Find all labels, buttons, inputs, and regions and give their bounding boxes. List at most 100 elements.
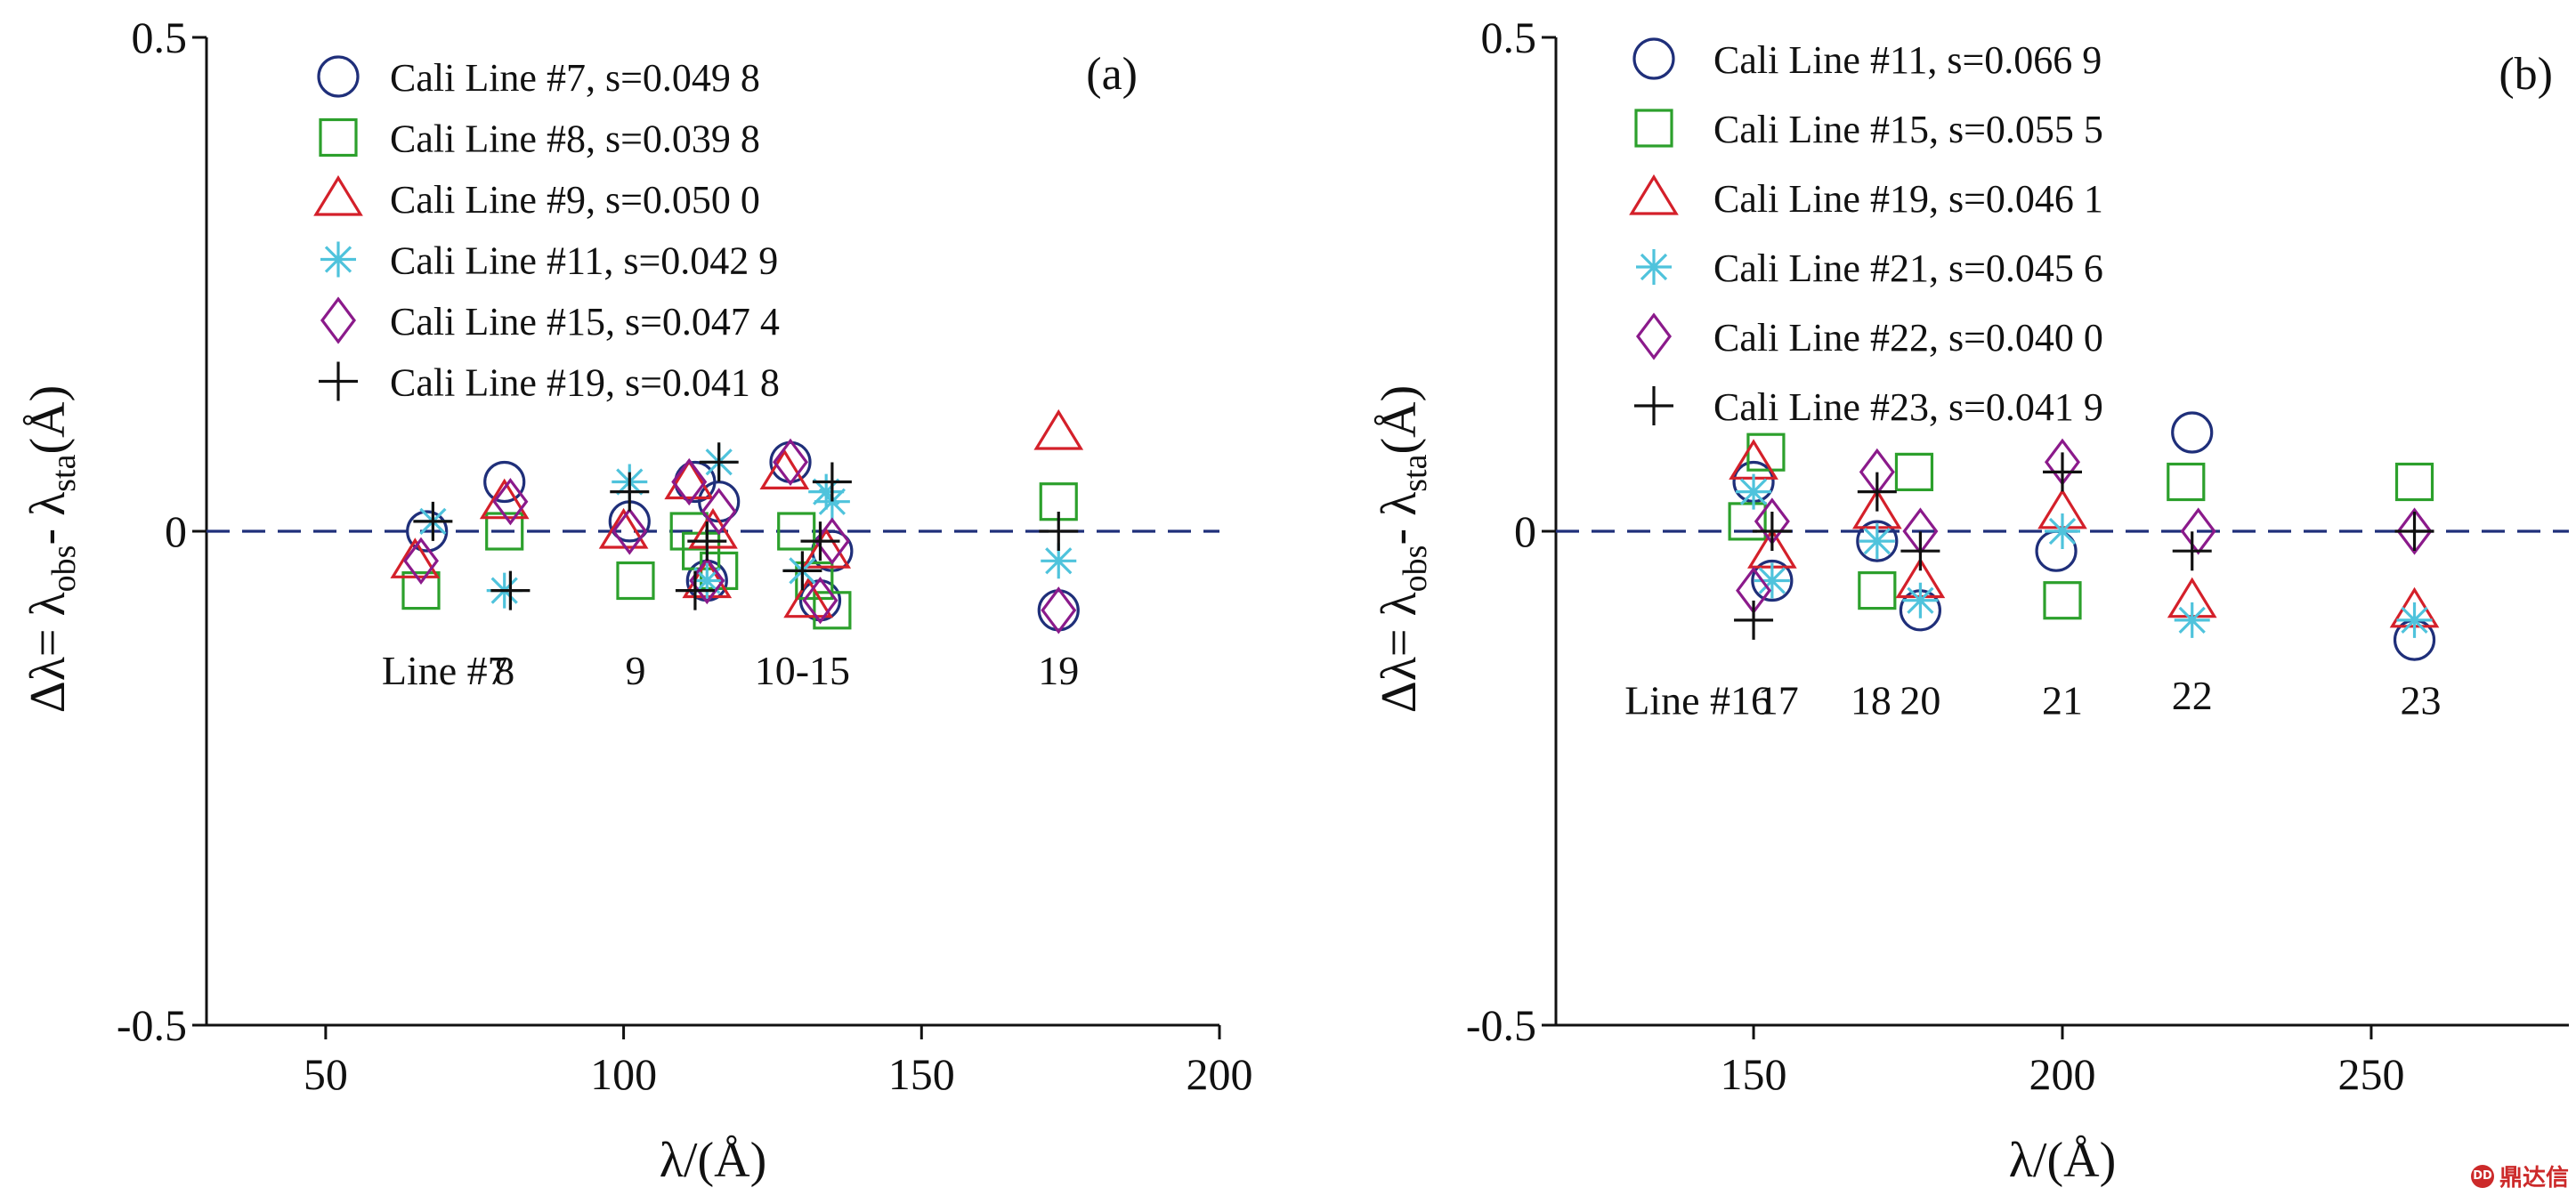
series-2 [401,482,1078,630]
data-point-triangle [688,507,738,549]
legend-circle-icon [317,55,360,98]
y-axis-label-part: (Å) [20,385,76,455]
x-tick-label: 150 [1721,1049,1787,1099]
series-2 [1728,432,2434,620]
data-point-asterisk [689,562,725,599]
data-point-diamond [802,577,838,625]
data-point-plus [2172,531,2212,571]
y-axis-label-subscript: sta [1397,454,1434,491]
data-point-triangle [1033,408,1084,450]
data-point-asterisk [1859,523,1895,560]
data-point-circle [2171,411,2214,454]
legend-asterisk-icon [320,241,356,278]
data-point-circle [483,460,526,504]
data-point-plus [1900,531,1940,571]
data-point-asterisk [2174,602,2210,638]
data-point-asterisk [2396,602,2433,638]
data-point-diamond [773,438,809,486]
legend-diamond-icon [320,296,356,344]
series-6 [413,442,1079,610]
watermark-logo-icon: DD [2470,1164,2494,1188]
data-point-circle [1037,589,1080,632]
legend-entry: Cali Line #15, s=0.055 5 [1713,108,2103,151]
data-point-triangle [783,577,833,618]
y-axis-label-subscript: obs [45,545,83,593]
data-point-asterisk [1754,562,1790,599]
data-point-plus [610,472,650,512]
series-1 [406,440,1080,632]
data-point-plus [1039,512,1079,551]
y-axis-label-part: (Å) [1372,385,1427,455]
data-point-triangle [759,448,810,490]
data-point-diamond [612,507,648,555]
data-point-diamond [701,488,737,536]
data-point-diamond [1041,586,1077,634]
legend-entry: Cali Line #11, s=0.042 9 [390,239,778,283]
data-point-plus [413,501,453,541]
legend-asterisk-icon [1636,249,1672,285]
data-point-plus [800,521,840,562]
data-point-plus [699,442,739,482]
y-axis-label-part: - λ [1372,492,1427,545]
legend-entry: Cali Line #11, s=0.066 9 [1713,38,2102,82]
legend-triangle-icon [1629,174,1679,215]
line-annotation: 10-15 [755,648,850,693]
data-point-square [1858,570,1897,610]
data-point-square [2394,462,2434,502]
x-tick-label: 200 [2029,1049,2096,1099]
data-point-plus [675,570,715,610]
data-point-triangle [390,537,441,578]
y-tick-label: 0.5 [132,12,188,62]
data-point-square [2167,462,2206,502]
x-tick-label: 100 [590,1049,657,1099]
data-point-triangle [664,458,715,500]
series-1 [1732,411,2436,661]
data-point-square [401,570,441,610]
data-point-triangle [598,507,649,549]
data-point-plus [687,521,727,562]
data-point-plus [1752,512,1792,551]
y-tick-label: 0 [165,506,187,556]
legend: Cali Line #7, s=0.049 8 Cali Line #8, s=0… [313,55,780,405]
x-tick-label: 200 [1187,1049,1253,1099]
legend-entry: Cali Line #23, s=0.041 9 [1713,385,2103,429]
line-annotation: 9 [625,648,645,693]
y-tick-label: -0.5 [1466,1000,1536,1050]
data-point-triangle [479,478,530,520]
data-point-square [813,591,852,630]
data-point-asterisk [814,483,850,520]
x-tick-label: 150 [888,1049,955,1099]
data-point-asterisk [1736,473,1772,510]
legend: Cali Line #11, s=0.066 9 Cali Line #15, s… [1629,37,2103,429]
y-tick-label: 0.5 [1481,12,1537,62]
y-axis-label: Δλ= λobs- λsta(Å) [20,385,83,713]
data-point-square [1894,452,1934,491]
line-annotation: 21 [2042,677,2083,723]
watermark: DD 鼎达信 [2470,1160,2569,1192]
line-annotation: 22 [2172,673,2213,718]
x-axis-label: λ/(Å) [660,1133,766,1188]
data-point-square [2043,581,2082,620]
legend-entry: Cali Line #8, s=0.039 8 [390,117,760,161]
x-tick-label: 50 [304,1049,348,1099]
y-tick-label: 0 [1514,506,1536,556]
y-axis-label: Δλ= λobs- λsta(Å) [1372,385,1434,713]
y-tick-label: -0.5 [117,1000,187,1050]
legend-plus-icon [1634,386,1673,425]
data-point-asterisk [1902,582,1939,618]
panel-label: (b) [2499,49,2553,100]
watermark-text: 鼎达信 [2499,1165,2569,1192]
data-point-diamond [492,478,529,526]
line-annotation: Line #16 [1624,677,1771,723]
data-point-square [777,512,816,551]
legend-entry: Cali Line #21, s=0.045 6 [1713,246,2103,290]
line-annotation: Line #7 [382,648,508,693]
data-point-circle [1856,520,1899,562]
legend-entry: Cali Line #7, s=0.049 8 [390,56,760,100]
data-point-plus [2394,512,2434,551]
x-tick-label: 250 [2337,1049,2404,1099]
legend-entry: Cali Line #22, s=0.040 0 [1713,316,2103,360]
legend-square-icon [319,117,358,158]
